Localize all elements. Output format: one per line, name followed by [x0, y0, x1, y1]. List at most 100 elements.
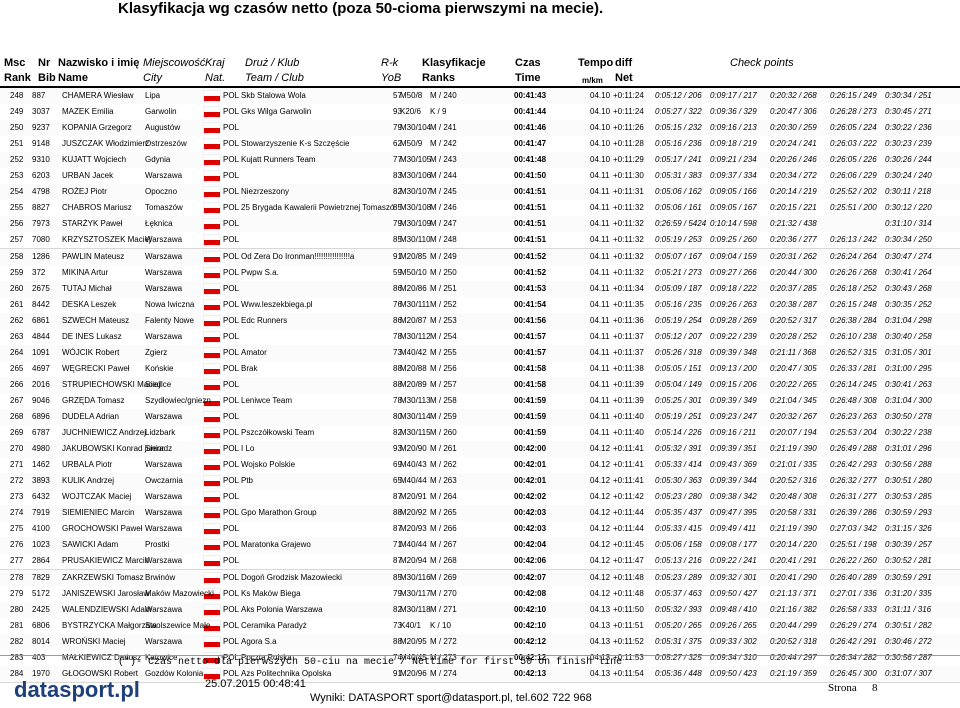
cell-cp1: 0:05:16 / 236 — [655, 139, 702, 149]
flag-icon — [204, 524, 220, 535]
cell-bib: 8442 — [32, 299, 50, 309]
cell-rank: 265 — [10, 363, 24, 373]
header-label: m/km — [582, 76, 603, 85]
cell-cp3: 0:21:32 / 438 — [770, 219, 817, 229]
cell-ranks: M / 253 — [430, 315, 457, 325]
cell-team: Agora S.a — [241, 636, 277, 646]
flag-icon — [204, 187, 220, 198]
cell-team: Ptb — [241, 476, 254, 486]
cell-cp2: 0:09:16 / 213 — [710, 123, 757, 133]
cell-name: STARŻYK Paweł — [62, 219, 123, 229]
cell-ranks: M / 268 — [430, 556, 457, 566]
cell-yob: 74 — [393, 652, 402, 662]
cell-ranks: M / 251 — [430, 283, 457, 293]
cell-cp4: 0:26:28 / 273 — [830, 107, 877, 117]
cell-name: WĘGRECKI Paweł — [62, 363, 130, 373]
cell-cp3: 0:20:47 / 306 — [770, 107, 817, 117]
cell-nat: POL — [223, 219, 240, 229]
cell-cp5: 0:30:45 / 271 — [885, 107, 932, 117]
cell-tempo: 04.11 — [590, 379, 610, 389]
cell-cp2: 0:09:13 / 200 — [710, 363, 757, 373]
cell-ranks: M / 258 — [430, 395, 457, 405]
cell-cp4: 0:26:10 / 238 — [830, 331, 877, 341]
cell-cat: M30/109 — [400, 219, 432, 229]
cell-city: Łęknica — [145, 219, 173, 229]
cell-diff: +0:11:53 — [613, 652, 644, 662]
flag-icon — [204, 379, 220, 390]
cell-city: Augustów — [145, 123, 181, 133]
cell-cat: M30/118 — [400, 604, 431, 614]
cell-tempo: 04.11 — [590, 251, 610, 261]
cell-nat: POL — [223, 331, 240, 341]
cell-team: Brak — [241, 363, 258, 373]
cell-cp3: 0:21:16 / 382 — [770, 604, 817, 614]
cell-cp3: 0:20:41 / 290 — [770, 572, 817, 582]
cell-cp3: 0:20:34 / 272 — [770, 171, 817, 181]
cell-cp1: 0:05:19 / 253 — [655, 235, 702, 245]
flag-icon — [204, 395, 220, 406]
cell-city: Lidzbark — [145, 428, 176, 438]
cell-yob: 78 — [393, 395, 402, 405]
cell-bib: 8014 — [32, 636, 50, 646]
cell-tempo: 04.11 — [590, 363, 610, 373]
cell-cat: M30/106 — [400, 171, 432, 181]
cell-time: 00:41:59 — [514, 395, 547, 405]
cell-cp1: 0:05:06 / 158 — [655, 540, 702, 550]
flag-icon — [204, 267, 220, 278]
cell-ranks: M / 240 — [430, 91, 457, 100]
cell-cp1: 0:05:07 / 167 — [655, 251, 702, 261]
flag-icon — [204, 347, 220, 358]
cell-bib: 4980 — [32, 444, 50, 454]
cell-cat: M30/108 — [400, 203, 432, 213]
cell-nat: POL — [223, 636, 240, 646]
cell-bib: 4798 — [32, 187, 50, 197]
cell-yob: 85 — [393, 235, 402, 245]
page-label: Strona — [828, 682, 857, 694]
cell-time: 00:42:06 — [514, 556, 547, 566]
flag-icon — [204, 203, 220, 214]
cell-diff: +0:11:39 — [613, 395, 644, 405]
cell-rank: 255 — [10, 203, 24, 213]
cell-yob: 76 — [393, 299, 402, 309]
cell-ranks: M / 241 — [430, 123, 457, 133]
cell-cp2: 0:09:16 / 211 — [710, 428, 757, 438]
cell-rank: 284 — [10, 668, 24, 678]
cell-bib: 4100 — [32, 524, 50, 534]
cell-city: Garwolin — [145, 107, 177, 117]
cell-cp1: 0:05:32 / 393 — [655, 604, 702, 614]
flag-icon — [204, 508, 220, 519]
cell-cat: M30/115 — [400, 428, 431, 438]
cell-diff: +0:11:51 — [613, 620, 644, 630]
cell-cp1: 0:05:06 / 162 — [655, 187, 702, 197]
cell-team: Gks Wilga Garwolin — [241, 107, 312, 117]
cell-cp3: 0:20:52 / 318 — [770, 636, 817, 646]
cell-yob: 88 — [393, 363, 402, 373]
cell-team: Pwpw S.a. — [241, 267, 279, 277]
cell-cp4: 0:26:06 / 229 — [830, 171, 877, 181]
flag-icon — [204, 331, 220, 342]
cell-name: ZAKRZEWSKI Tomasz — [62, 572, 144, 582]
cell-time: 00:41:59 — [514, 412, 547, 421]
cell-bib: 4844 — [32, 331, 50, 341]
cell-city: Prostki — [145, 540, 170, 550]
cell-cat: M50/8 — [400, 91, 423, 100]
cell-cp4: 0:26:15 / 249 — [830, 91, 877, 100]
cell-diff: +0:11:48 — [613, 572, 644, 582]
cell-cp4: 0:26:23 / 263 — [830, 412, 877, 421]
cell-rank: 262 — [10, 315, 24, 325]
cell-cat: M20/92 — [400, 508, 427, 518]
cell-time: 00:41:53 — [514, 283, 547, 293]
cell-ranks: M / 260 — [430, 428, 457, 438]
cell-cp5: 0:30:41 / 264 — [885, 267, 932, 277]
cell-cp2: 0:09:23 / 247 — [710, 412, 757, 421]
cell-city: Końskie — [145, 363, 174, 373]
cell-tempo: 04.13 — [590, 668, 611, 678]
cell-cp2: 0:09:08 / 177 — [710, 540, 757, 550]
cell-team: Amator — [241, 347, 267, 357]
cell-cp4: 0:25:52 / 202 — [830, 187, 877, 197]
cell-cp4: 0:26:52 / 315 — [830, 347, 877, 357]
cell-name: JUCHNIEWICZ Andrzej — [62, 428, 147, 438]
cell-cat: M30/111 — [400, 299, 430, 309]
cell-time: 00:42:03 — [514, 524, 547, 534]
cell-cp4: 0:26:18 / 252 — [830, 283, 877, 293]
